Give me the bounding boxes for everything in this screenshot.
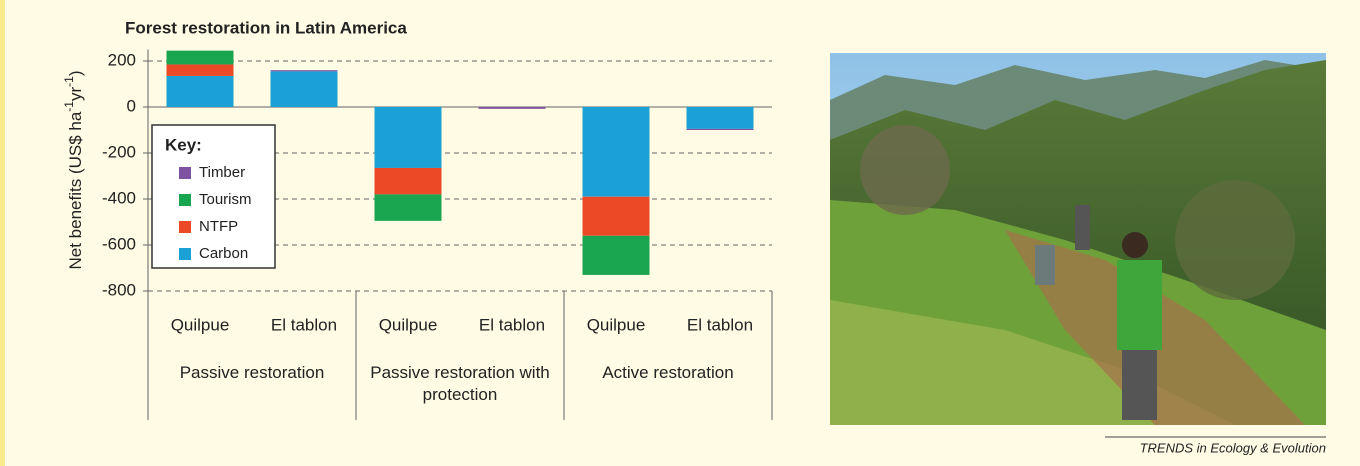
legend-title: Key: <box>165 135 202 154</box>
bar-segment <box>583 236 650 275</box>
legend-label: NTFP <box>199 218 238 235</box>
x-tick-label: Quilpue <box>587 315 646 334</box>
bar-segment <box>375 194 442 220</box>
y-label-part: Net benefits (US$ ha <box>66 111 85 269</box>
caption: TRENDS in Ecology & Evolution <box>1140 440 1326 455</box>
group-label: Passive restoration <box>153 362 351 384</box>
legend-swatch <box>179 221 191 233</box>
bar-segment <box>375 168 442 194</box>
x-tick-label: Quilpue <box>171 315 230 334</box>
legend-swatch <box>179 194 191 206</box>
x-tick-label: El tablon <box>687 315 753 334</box>
bar-segment <box>583 107 650 197</box>
legend-label: Carbon <box>199 245 248 262</box>
y-label-superscript: -1 <box>62 101 76 112</box>
page: Forest restoration in Latin America Net … <box>0 0 1360 466</box>
y-axis-label: Net benefits (US$ ha-1yr-1) <box>62 71 85 270</box>
y-tick-label: 0 <box>127 96 136 115</box>
legend-swatch <box>179 167 191 179</box>
chart-title: Forest restoration in Latin America <box>125 18 407 37</box>
chart: Forest restoration in Latin America Net … <box>5 0 1360 466</box>
x-tick-label: Quilpue <box>379 315 438 334</box>
bar-segment <box>375 107 442 168</box>
group-label-box: Passive restoration <box>153 362 351 412</box>
y-tick-label: -600 <box>102 234 136 253</box>
y-label-part: ) <box>66 71 85 77</box>
bar-segment <box>687 129 754 130</box>
legend-swatch <box>179 248 191 260</box>
legend-label: Tourism <box>199 191 252 208</box>
x-tick-label: El tablon <box>271 315 337 334</box>
group-label: Active restoration <box>569 362 767 384</box>
group-label-box: Active restoration <box>569 362 767 412</box>
bar-segment <box>479 107 546 109</box>
bar-segment <box>271 71 338 107</box>
y-tick-label: -400 <box>102 188 136 207</box>
group-label-box: Passive restoration with protection <box>361 362 559 412</box>
y-tick-label: -200 <box>102 142 136 161</box>
bar-segment <box>687 107 754 129</box>
bar-segment <box>271 70 338 71</box>
bar-segment <box>167 51 234 65</box>
photo <box>830 53 1326 425</box>
y-tick-label: 200 <box>108 50 136 69</box>
bar-segment <box>583 197 650 236</box>
y-label-part: yr <box>66 87 85 102</box>
group-label: Passive restoration with protection <box>361 362 559 406</box>
x-tick-label: El tablon <box>479 315 545 334</box>
y-tick-label: -800 <box>102 280 136 299</box>
legend-label: Timber <box>199 164 245 181</box>
y-label-superscript: -1 <box>62 76 76 87</box>
bar-segment <box>167 76 234 107</box>
bar-segment <box>167 64 234 76</box>
